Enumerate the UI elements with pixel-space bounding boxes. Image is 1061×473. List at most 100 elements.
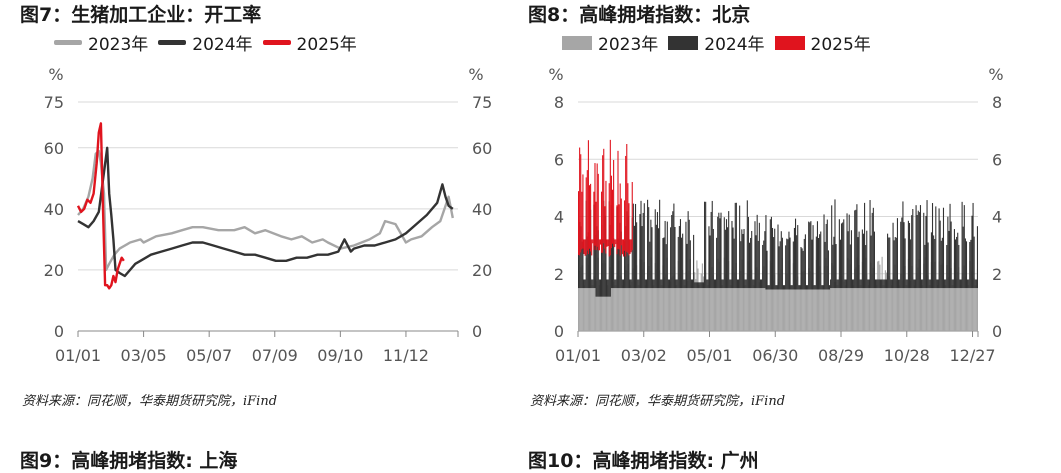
bar-2023 [934, 261, 936, 331]
bar-2024 [659, 199, 661, 289]
bar-2024 [641, 226, 643, 289]
bar-2024 [712, 228, 714, 289]
bar-2023 [578, 269, 580, 331]
bar-2023 [616, 276, 618, 331]
bar-2025 [587, 140, 589, 255]
bar-2024 [685, 221, 687, 289]
bar-2025 [592, 239, 594, 244]
bar-2025 [601, 191, 603, 253]
bar-2024 [584, 279, 586, 289]
bar-2024 [859, 279, 861, 289]
bar-2023 [949, 271, 951, 331]
bar-2024 [846, 213, 848, 289]
bar-2023 [735, 262, 737, 331]
bar-2023 [761, 285, 763, 331]
bar-2024 [765, 215, 767, 290]
bar-2024 [961, 201, 963, 289]
bar-2023 [967, 285, 969, 331]
bar-2023 [965, 257, 968, 331]
bar-2024 [887, 233, 889, 289]
bar-2023 [786, 273, 788, 331]
bar-2023 [709, 280, 711, 331]
bar-2025 [585, 177, 587, 255]
bar-2023 [823, 276, 825, 331]
bar-2023 [662, 265, 664, 331]
bar-2024 [728, 211, 730, 289]
bar-2023 [700, 273, 702, 331]
bar-2023 [801, 270, 803, 331]
figure-8-source: 资料来源：同花顺，华泰期货研究院，iFind [530, 394, 786, 409]
bar-2024 [714, 279, 717, 289]
bar-2024 [828, 285, 831, 290]
bar-2023 [583, 285, 585, 331]
bar-2023 [586, 257, 588, 331]
bar-2023 [912, 277, 914, 331]
bar-2023 [738, 285, 740, 331]
bar-2025 [593, 191, 595, 250]
chart-8: 0 0 2 2 4 4 6 6 8 8% % 01/01 03/02 05/01 06/30 08/29 10/… [548, 65, 1003, 365]
bar-2024 [842, 222, 844, 289]
bar-2023 [780, 269, 782, 331]
bar-2023 [608, 275, 610, 331]
bar-2023 [889, 278, 891, 331]
y-unit-left: % [548, 65, 563, 84]
bar-2024 [787, 239, 789, 290]
x-tick-label: 10/28 [884, 346, 930, 365]
bar-2023 [798, 285, 800, 331]
bar-2023 [696, 260, 698, 331]
bar-2024 [746, 200, 748, 289]
bar-2024 [918, 212, 920, 289]
bar-2023 [895, 280, 897, 331]
bar-2024 [677, 236, 679, 289]
bar-2024 [914, 279, 916, 289]
bar-2023 [959, 285, 961, 331]
bar-2023 [601, 270, 603, 331]
bar-2024 [678, 226, 680, 289]
bar-2024 [597, 230, 599, 297]
bar-2024 [665, 244, 667, 289]
legend-swatch-2025 [262, 40, 291, 45]
bar-2024 [962, 226, 964, 289]
bar-2024 [588, 234, 591, 289]
bar-2024 [697, 282, 699, 289]
bar-2023 [770, 262, 772, 331]
bar-2024 [747, 216, 749, 289]
figure-7-source: 资料来源：同花顺，华泰期货研究院，iFind [22, 394, 278, 409]
bar-2024 [609, 224, 611, 297]
bar-2024 [796, 235, 798, 290]
bar-2023 [961, 276, 963, 331]
bar-2024 [683, 279, 685, 289]
bar-2023 [910, 280, 912, 331]
bar-2023 [665, 274, 667, 331]
bar-2025 [602, 155, 604, 253]
bar-2023 [847, 257, 849, 331]
bar-2024 [818, 238, 820, 290]
bar-2023 [957, 272, 959, 331]
bar-2023 [972, 271, 974, 331]
bar-2023 [763, 266, 765, 331]
bar-2024 [736, 279, 738, 289]
bar-2024 [793, 227, 795, 290]
bar-2024 [831, 205, 833, 289]
bar-2024 [768, 285, 770, 290]
bar-2023 [968, 285, 970, 331]
bar-2023 [728, 261, 730, 331]
bar-2024 [879, 279, 881, 289]
bar-2023 [740, 270, 742, 331]
bar-2024 [602, 239, 604, 297]
bar-2024 [755, 235, 757, 289]
bar-2025 [617, 150, 619, 249]
series-bars-2023 [578, 256, 978, 331]
bar-2025 [611, 189, 614, 244]
bar-2025 [627, 183, 629, 253]
bar-2024 [672, 211, 674, 289]
bar-2024 [704, 201, 706, 289]
bar-2023 [776, 285, 778, 331]
bar-2023 [937, 285, 939, 331]
bar-2023 [593, 276, 595, 331]
bar-2024 [698, 282, 700, 289]
bar-2024 [730, 279, 732, 289]
bar-2023 [734, 272, 736, 331]
bar-2024 [930, 232, 932, 289]
bar-2024 [734, 202, 736, 289]
